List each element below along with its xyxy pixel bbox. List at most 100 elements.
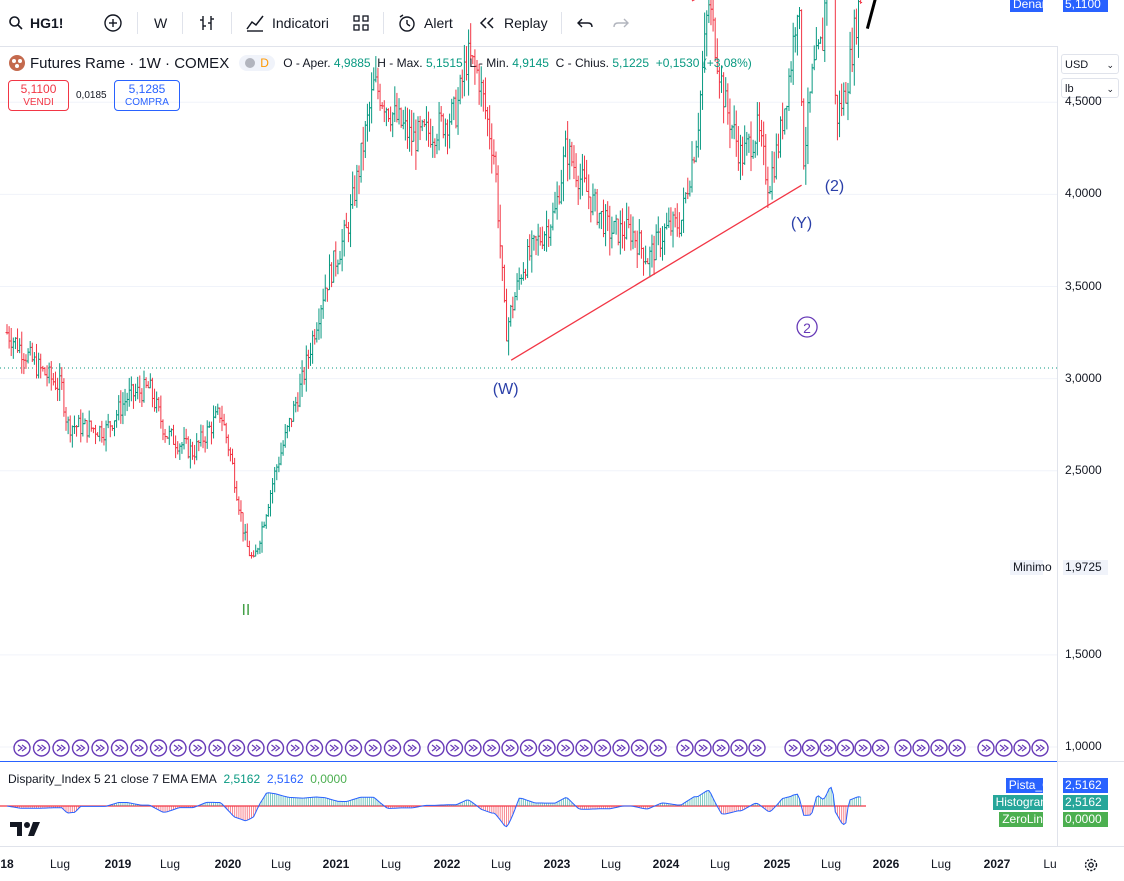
alert-label: Alert [424, 15, 453, 31]
layouts-button[interactable] [352, 0, 370, 46]
indicators-button[interactable]: Indicatori [245, 0, 329, 46]
price-axis[interactable] [1057, 46, 1124, 846]
indicator-line [6, 786, 861, 828]
event-marker-icon[interactable] [1013, 739, 1031, 757]
event-marker-icon[interactable] [977, 739, 995, 757]
event-marker-icon[interactable] [52, 739, 70, 757]
event-marker-icon[interactable] [801, 739, 820, 757]
currency-select[interactable]: USD ⌄ [1061, 54, 1119, 74]
wave-label[interactable]: (W) [493, 381, 519, 398]
event-marker-icon[interactable] [266, 739, 285, 757]
symbol-search[interactable]: HG1! [8, 0, 63, 46]
event-marker-icon[interactable] [730, 739, 748, 757]
event-marker-icon[interactable] [32, 739, 51, 757]
event-marker-icon[interactable] [188, 739, 207, 757]
time-tick-label: 2024 [652, 857, 680, 871]
time-tick-label: 2018 [0, 857, 14, 871]
event-marker-icon[interactable] [110, 739, 129, 757]
event-marker-icon[interactable] [593, 739, 612, 757]
rewind-icon [479, 17, 494, 29]
event-marker-icon[interactable] [130, 739, 148, 757]
compare-button[interactable] [103, 0, 123, 46]
event-marker-icon[interactable] [538, 739, 556, 757]
event-marker-icon[interactable] [325, 739, 343, 757]
event-marker-icon[interactable] [383, 739, 402, 757]
buy-button[interactable]: 5,1285 COMPRA [114, 80, 180, 111]
event-marker-icon[interactable] [748, 739, 766, 757]
event-marker-icon[interactable] [836, 739, 855, 757]
replay-button[interactable]: Replay [478, 0, 548, 46]
wave-label-circle[interactable] [796, 316, 818, 338]
price-tick-label: 4,0000 [1065, 186, 1102, 201]
event-marker-icon[interactable] [169, 739, 187, 757]
event-marker-icon[interactable] [676, 739, 694, 757]
event-marker-icon[interactable] [305, 739, 324, 757]
event-marker-icon[interactable] [930, 739, 948, 757]
event-marker-icon[interactable] [149, 739, 168, 757]
price-tag-minimo: Minimo 1,9725 [0, 559, 1108, 575]
event-marker-icon[interactable] [91, 739, 109, 757]
event-marker-icon[interactable] [784, 739, 802, 757]
event-marker-icon[interactable] [612, 739, 630, 757]
settings-gear-icon[interactable] [1083, 857, 1099, 873]
event-marker-icon[interactable] [649, 739, 667, 757]
event-marker-icon[interactable] [871, 739, 890, 757]
wave-label[interactable]: II [241, 602, 250, 619]
event-marker-icon[interactable] [854, 739, 872, 757]
sell-button[interactable]: 5,1100 VENDI [8, 80, 69, 111]
event-marker-icon[interactable] [519, 739, 538, 757]
event-marker-icon[interactable] [286, 739, 304, 757]
wave-label[interactable]: (Y) [791, 215, 812, 232]
event-marker-icon[interactable] [227, 739, 246, 757]
event-marker-icon[interactable] [894, 739, 912, 757]
event-marker-icon[interactable] [247, 739, 265, 757]
event-marker-icon[interactable] [464, 739, 482, 757]
time-tick-label: 2027 [983, 857, 1011, 871]
price-tag-denaro: Denaro 5,1100 [0, 0, 1108, 12]
event-marker-icon[interactable] [501, 739, 519, 757]
event-marker-icon[interactable] [445, 739, 464, 757]
event-marker-icon[interactable] [71, 739, 90, 757]
time-tick-label: Lug [380, 857, 402, 871]
event-marker-icon[interactable] [364, 739, 382, 757]
event-marker-icon[interactable] [912, 739, 930, 757]
search-icon [9, 16, 23, 30]
unit-select[interactable]: lb ⌄ [1061, 78, 1119, 98]
alert-button[interactable]: Alert [397, 0, 453, 46]
time-axis[interactable] [0, 846, 1124, 881]
sell-label: VENDI [23, 97, 54, 108]
event-marker-icon[interactable] [427, 739, 445, 757]
event-marker-icon[interactable] [208, 739, 226, 757]
time-tick-label: Lu [1043, 857, 1057, 871]
wave-label[interactable]: (2) [825, 178, 845, 195]
event-marker-icon[interactable] [948, 739, 966, 757]
event-marker-icon[interactable] [694, 739, 712, 757]
replay-label: Replay [504, 15, 548, 31]
undo-button[interactable] [576, 0, 594, 46]
price-tick-label: 3,5000 [1065, 278, 1102, 293]
data-source-badge[interactable]: D [239, 55, 276, 71]
event-marker-icon[interactable] [344, 739, 363, 757]
event-marker-icon[interactable] [630, 739, 649, 757]
indicators-label: Indicatori [272, 15, 329, 31]
trend-line[interactable] [510, 184, 802, 361]
interval-label: W [154, 15, 168, 31]
interval-button[interactable]: W [154, 0, 167, 46]
event-marker-icon[interactable] [403, 739, 421, 757]
event-marker-icon[interactable] [575, 739, 593, 757]
price-tick-label: 3,0000 [1065, 370, 1102, 385]
event-marker-icon[interactable] [995, 739, 1013, 757]
redo-button[interactable] [612, 0, 630, 46]
event-marker-icon[interactable] [13, 739, 31, 757]
event-marker-icon[interactable] [1031, 739, 1049, 757]
wave-label[interactable]: 2 [803, 320, 811, 336]
chart-type-button[interactable] [198, 0, 216, 46]
event-marker-icon[interactable] [712, 739, 730, 757]
buy-label: COMPRA [125, 97, 169, 108]
event-marker-icon[interactable] [819, 739, 837, 757]
event-marker-icon[interactable] [556, 739, 575, 757]
price-tick-label: 1,0000 [1065, 739, 1102, 753]
pane-separator[interactable] [0, 761, 1057, 762]
event-marker-icon[interactable] [482, 739, 501, 757]
